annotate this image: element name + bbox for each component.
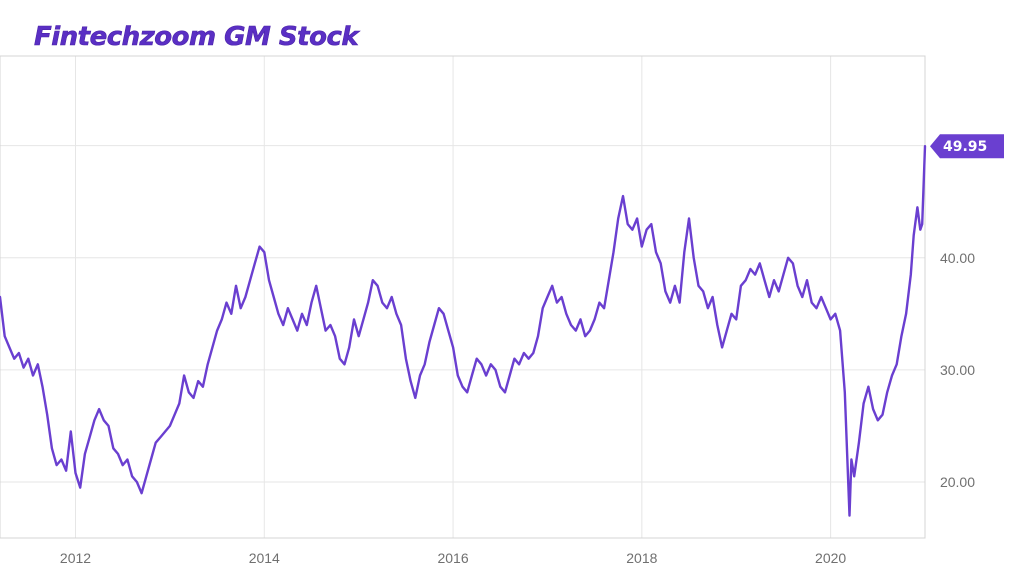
grid-lines [0, 56, 925, 538]
x-tick-label: 2016 [437, 550, 468, 566]
x-tick-label: 2018 [626, 550, 657, 566]
y-tick-label: 20.00 [940, 474, 975, 490]
y-tick-label: 40.00 [940, 250, 975, 266]
series-line [0, 145, 927, 517]
last-value-label: 49.95 [943, 139, 987, 155]
x-tick-label: 2020 [815, 550, 846, 566]
last-value-badge-shape [930, 134, 1004, 159]
x-axis-ticks: 2012 2014 2016 2018 2020 [60, 550, 846, 566]
x-tick-label: 2014 [249, 550, 280, 566]
chart-title: Fintechzoom GM Stock [34, 22, 359, 53]
y-tick-label: 30.00 [940, 362, 975, 378]
x-tick-label: 2012 [60, 550, 91, 566]
last-value-badge: 49.95 [930, 134, 1004, 159]
plot-frame [0, 55, 926, 539]
